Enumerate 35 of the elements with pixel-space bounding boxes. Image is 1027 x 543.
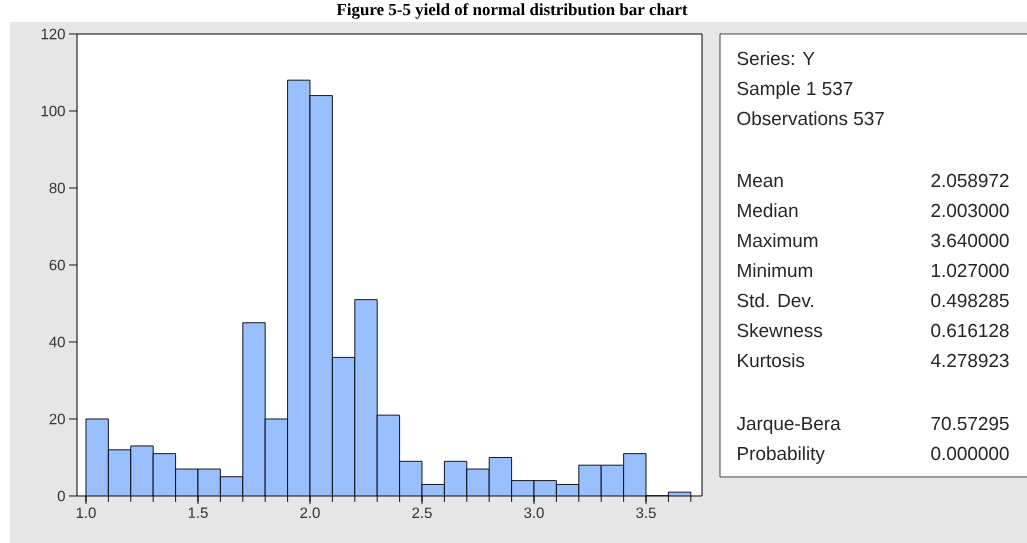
text: 0.616128 (931, 323, 1009, 338)
y-tick-label: 0 (57, 490, 65, 502)
x-tick-label: 1.0 (76, 507, 96, 519)
x-tick-label: 2.0 (300, 507, 320, 519)
y-tick-label: 20 (49, 413, 65, 425)
y-tick-label: 120 (41, 28, 65, 40)
chart-title: Figure 5-5 yield of normal distribution bar chart (336, 3, 688, 19)
y-tick-label: 60 (49, 259, 65, 271)
text: Observations 537 (737, 111, 884, 126)
x-tick-label: 3.0 (524, 507, 544, 519)
text: 2.058972 (931, 173, 1009, 188)
y-tick-label: 100 (41, 105, 65, 117)
text: Minimum (738, 263, 813, 278)
text: Kurtosis (738, 353, 805, 368)
text: Probability (738, 446, 825, 464)
text: 4.278923 (930, 353, 1009, 368)
text: 70.57295 (931, 416, 1009, 431)
text: 0.000000 (931, 446, 1009, 461)
text: Std. Dev. (737, 293, 814, 308)
y-tick-label: 40 (49, 336, 65, 348)
text: Jarque-Bera (736, 416, 841, 434)
y-tick-label: 80 (49, 182, 65, 194)
text: Sample 1 537 (737, 81, 853, 99)
text: 3.640000 (931, 233, 1009, 248)
x-tick-label: 2.5 (412, 507, 432, 519)
text: Skewness (737, 323, 823, 338)
x-tick-label: 3.5 (636, 507, 656, 519)
text: 0.498285 (931, 293, 1009, 308)
text: Maximum (738, 233, 818, 248)
text: 2.003000 (931, 203, 1009, 218)
text: Mean (738, 173, 783, 188)
text: 1.027000 (931, 263, 1009, 278)
text: Series: Y (737, 51, 815, 66)
x-tick-label: 1.5 (188, 507, 208, 518)
text: Median (738, 203, 798, 218)
